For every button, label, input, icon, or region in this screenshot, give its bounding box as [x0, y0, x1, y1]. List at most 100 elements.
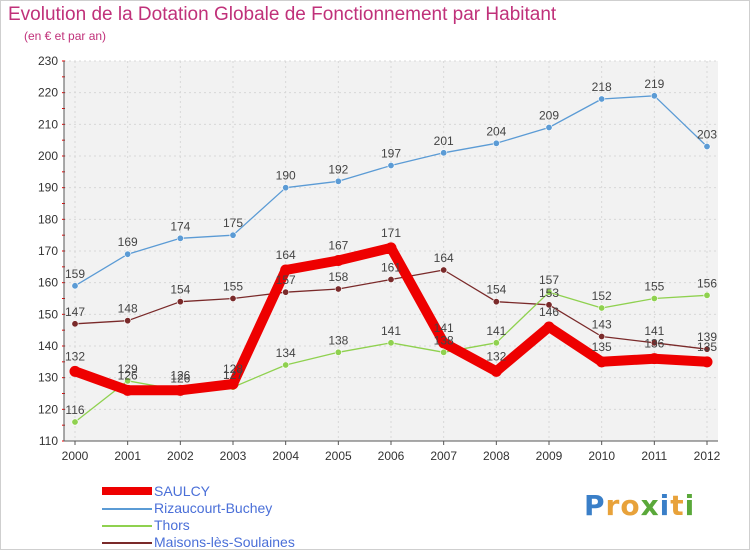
- data-point-thors: [282, 361, 290, 369]
- x-tick-label: 2005: [325, 449, 352, 463]
- legend-swatch-saulcy: [102, 487, 152, 495]
- legend-label-saulcy: SAULCY: [154, 483, 211, 499]
- x-tick-label: 2001: [114, 449, 141, 463]
- data-label-thors: 155: [644, 280, 664, 294]
- data-label-maisons-les-soulaines: 143: [592, 318, 612, 332]
- data-label-saulcy: 136: [644, 337, 664, 351]
- data-label-saulcy: 128: [223, 362, 243, 376]
- chart-subtitle: (en € et par an): [24, 29, 107, 43]
- y-tick-label: 180: [38, 212, 58, 226]
- data-label-saulcy: 126: [118, 368, 138, 382]
- data-point-saulcy: [701, 356, 713, 368]
- y-tick-label: 230: [38, 54, 58, 68]
- data-label-thors: 126: [170, 371, 190, 385]
- data-label-rizaucourt-buchey: 209: [539, 109, 559, 123]
- y-tick-label: 160: [38, 276, 58, 290]
- y-tick-label: 220: [38, 86, 58, 100]
- y-tick-label: 170: [38, 244, 58, 258]
- data-point-rizaucourt-buchey: [124, 250, 132, 258]
- data-label-rizaucourt-buchey: 204: [486, 124, 506, 138]
- data-label-rizaucourt-buchey: 192: [328, 162, 348, 176]
- legend-swatch-rizaucourt-buchey: [102, 508, 152, 510]
- data-point-maisons-les-soulaines: [650, 339, 658, 347]
- y-tick-label: 150: [38, 307, 58, 321]
- data-label-thors: 157: [539, 273, 559, 287]
- data-point-rizaucourt-buchey: [545, 124, 553, 132]
- data-point-rizaucourt-buchey: [71, 282, 79, 290]
- data-point-maisons-les-soulaines: [176, 298, 184, 306]
- data-point-maisons-les-soulaines: [598, 332, 606, 340]
- data-point-maisons-les-soulaines: [703, 345, 711, 353]
- data-point-thors: [598, 304, 606, 312]
- data-point-thors: [334, 348, 342, 356]
- y-tick-label: 210: [38, 117, 58, 131]
- data-label-maisons-les-soulaines: 154: [170, 283, 190, 297]
- data-label-thors: 156: [697, 276, 717, 290]
- data-point-saulcy: [438, 337, 450, 349]
- legend-label-thors: Thors: [154, 517, 190, 533]
- x-tick-label: 2006: [378, 449, 405, 463]
- data-label-maisons-les-soulaines: 139: [697, 330, 717, 344]
- data-label-maisons-les-soulaines: 161: [381, 261, 401, 275]
- legend-label-maisons-les-soulaines: Maisons-lès-Soulaines: [154, 534, 295, 550]
- data-label-rizaucourt-buchey: 190: [276, 169, 296, 183]
- data-point-rizaucourt-buchey: [598, 95, 606, 103]
- data-label-maisons-les-soulaines: 157: [276, 273, 296, 287]
- legend-swatch-thors: [102, 525, 152, 527]
- logo-letter: i: [659, 489, 671, 522]
- data-label-rizaucourt-buchey: 197: [381, 147, 401, 161]
- data-point-saulcy: [69, 365, 81, 377]
- data-label-thors: 141: [381, 324, 401, 338]
- legend-label-rizaucourt-buchey: Rizaucourt-Buchey: [154, 500, 273, 516]
- data-label-saulcy: 132: [486, 349, 506, 363]
- data-label-saulcy: 167: [328, 239, 348, 253]
- logo-letter: t: [670, 489, 685, 522]
- data-point-maisons-les-soulaines: [440, 266, 448, 274]
- data-point-rizaucourt-buchey: [334, 177, 342, 185]
- logo-letter: r: [605, 489, 621, 522]
- data-label-maisons-les-soulaines: 158: [328, 270, 348, 284]
- data-point-rizaucourt-buchey: [176, 234, 184, 242]
- data-point-saulcy: [543, 321, 555, 333]
- data-label-thors: 141: [486, 324, 506, 338]
- data-label-thors: 116: [65, 403, 84, 417]
- data-label-thors: 138: [434, 333, 454, 347]
- data-point-maisons-les-soulaines: [492, 298, 500, 306]
- data-point-saulcy: [596, 356, 608, 368]
- data-point-rizaucourt-buchey: [440, 149, 448, 157]
- data-label-maisons-les-soulaines: 141: [644, 324, 664, 338]
- data-label-rizaucourt-buchey: 169: [118, 235, 138, 249]
- data-label-saulcy: 126: [170, 368, 190, 382]
- data-label-rizaucourt-buchey: 159: [65, 267, 85, 281]
- data-point-maisons-les-soulaines: [334, 285, 342, 293]
- proxiti-logo: Proxiti: [584, 489, 695, 522]
- logo-letter: x: [640, 489, 660, 522]
- y-tick-label: 110: [39, 434, 58, 448]
- data-label-saulcy: 171: [381, 226, 401, 240]
- logo-letter: P: [584, 489, 606, 522]
- data-point-maisons-les-soulaines: [282, 288, 290, 296]
- data-label-saulcy: 141: [434, 321, 454, 335]
- data-label-rizaucourt-buchey: 174: [170, 219, 190, 233]
- x-tick-label: 2007: [430, 449, 457, 463]
- data-point-rizaucourt-buchey: [229, 231, 237, 239]
- logo-letter: i: [684, 489, 696, 522]
- data-label-saulcy: 146: [539, 305, 559, 319]
- data-point-saulcy: [648, 353, 660, 365]
- data-point-maisons-les-soulaines: [229, 294, 237, 302]
- data-label-saulcy: 135: [697, 340, 717, 354]
- data-label-saulcy: 132: [65, 349, 85, 363]
- x-tick-label: 2003: [220, 449, 247, 463]
- data-point-maisons-les-soulaines: [545, 301, 553, 309]
- data-point-saulcy: [280, 264, 292, 276]
- x-tick-label: 2012: [694, 449, 721, 463]
- data-point-thors: [124, 377, 132, 385]
- data-point-saulcy: [490, 365, 502, 377]
- chart-title: Evolution de la Dotation Globale de Fonc…: [8, 4, 557, 25]
- y-tick-label: 120: [38, 402, 58, 416]
- data-label-saulcy: 135: [592, 340, 612, 354]
- data-point-maisons-les-soulaines: [387, 275, 395, 283]
- data-point-saulcy: [332, 255, 344, 266]
- data-point-thors: [545, 288, 553, 296]
- data-point-rizaucourt-buchey: [387, 162, 395, 170]
